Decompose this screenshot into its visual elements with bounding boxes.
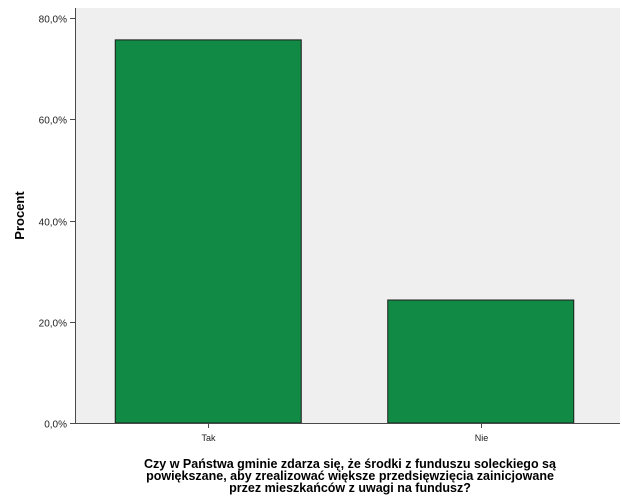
y-tick-label: 20,0% <box>39 319 67 330</box>
x-ticks-group: Tak Nie <box>201 423 488 443</box>
x-tick-label-nie: Nie <box>475 433 489 443</box>
y-tick-label: 0,0% <box>44 420 67 431</box>
x-axis-label: Czy w Państwa gminie zdarza się, że środ… <box>75 457 622 495</box>
x-axis-label-line-1: Czy w Państwa gminie zdarza się, że środ… <box>144 457 556 471</box>
y-tick-label: 80,0% <box>39 15 67 26</box>
x-tick-label-tak: Tak <box>201 433 216 443</box>
y-tick-label: 40,0% <box>39 218 67 229</box>
y-axis-label: Procent <box>12 191 27 240</box>
bar-tak <box>114 39 302 424</box>
y-tick-label: 60,0% <box>39 116 67 127</box>
x-axis-label-line-3: przez mieszkańców z uwagi na fundusz? <box>229 481 471 495</box>
bars-group <box>114 39 575 424</box>
bar-nie <box>387 299 575 424</box>
x-axis-label-line-2: powiększane, aby zrealizować większe prz… <box>146 469 554 483</box>
y-ticks-group: 0,0% 20,0% 40,0% 60,0% 80,0% <box>39 15 75 431</box>
axes-group <box>75 8 620 424</box>
